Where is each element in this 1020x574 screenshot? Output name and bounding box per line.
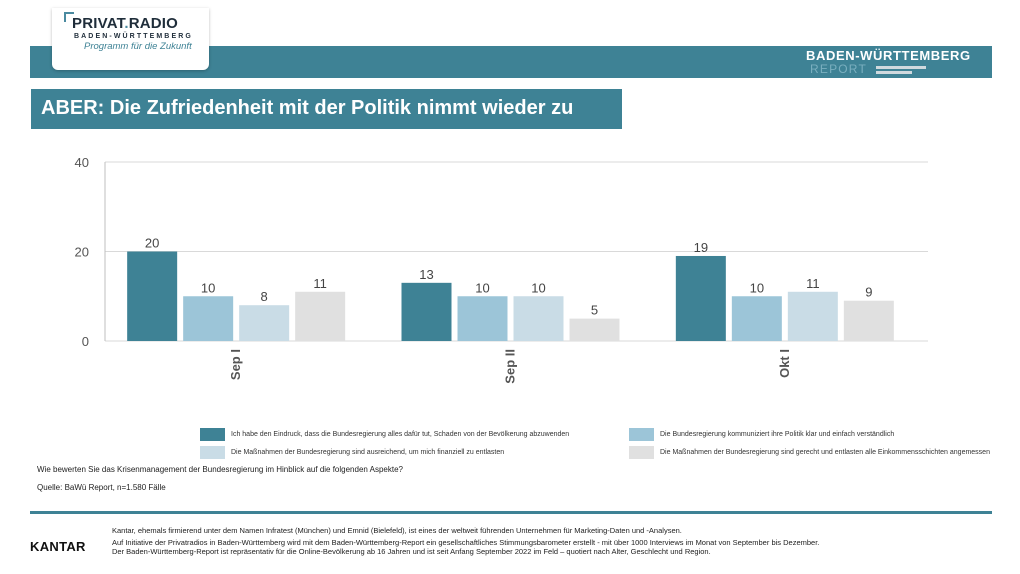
bar [127,251,178,341]
logo-subtitle: BADEN-WÜRTTEMBERG [74,33,193,40]
y-tick-label: 20 [75,245,89,260]
legend-swatch [629,446,654,459]
bar [295,291,346,341]
data-label: 10 [201,280,215,295]
legend-swatch [200,446,225,459]
data-label: 10 [750,280,764,295]
bar [787,291,838,341]
bar [457,296,508,341]
logo-corner-mark [64,12,74,22]
legend-label: Die Bundesregierung kommuniziert ihre Po… [660,431,895,438]
legend-label: Die Maßnahmen der Bundesregierung sind g… [660,449,990,456]
logo-name: PRIVAT.RADIO [72,15,179,32]
source-note: Quelle: BaWü Report, n=1.580 Fälle [37,483,166,492]
legend-swatch [629,428,654,441]
data-label: 13 [419,267,433,282]
report-decor-line [876,66,926,69]
headline-text: ABER: Die Zufriedenheit mit der Politik … [41,97,574,119]
logo-tagline: Programm für die Zukunft [84,41,192,52]
report-decor-line [876,71,912,74]
data-label: 10 [475,280,489,295]
bar [843,300,894,341]
data-label: 11 [313,276,327,291]
x-tick-label: Sep I [228,349,243,380]
slide-headline: ABER: Die Zufriedenheit mit der Politik … [31,89,622,129]
privat-radio-logo: PRIVAT.RADIO BADEN-WÜRTTEMBERG Programm … [52,8,209,70]
x-tick-label: Okt I [777,349,792,378]
report-subtitle: REPORT [810,62,867,76]
data-label: 8 [261,289,268,304]
footer-rule [30,511,992,514]
legend-swatch [200,428,225,441]
data-label: 19 [694,240,708,255]
legend-label: Die Maßnahmen der Bundesregierung sind a… [231,449,505,456]
bar [569,318,620,341]
report-title: BADEN-WÜRTTEMBERG [806,48,971,63]
legend-label: Ich habe den Eindruck, dass die Bundesre… [231,431,570,438]
footer-text-1: Kantar, ehemals firmierend unter dem Nam… [112,526,682,535]
x-tick-label: Sep II [503,349,518,384]
data-label: 10 [531,280,545,295]
data-label: 20 [145,236,159,251]
data-label: 9 [865,285,872,300]
bar [401,282,452,341]
bar [675,255,726,341]
kantar-logo: KANTAR [30,539,86,554]
y-tick-label: 40 [75,155,89,170]
data-label: 11 [806,276,820,291]
bar [239,305,290,341]
bar [731,296,782,341]
bar [183,296,234,341]
footer-text-3: Der Baden-Württemberg-Report ist repräse… [112,547,711,556]
y-tick-label: 0 [82,334,89,349]
survey-question: Wie bewerten Sie das Krisenmanagement de… [37,465,403,474]
footer-text-2: Auf Initiative der Privatradios in Baden… [112,538,820,547]
bar [513,296,564,341]
data-label: 5 [591,303,598,318]
